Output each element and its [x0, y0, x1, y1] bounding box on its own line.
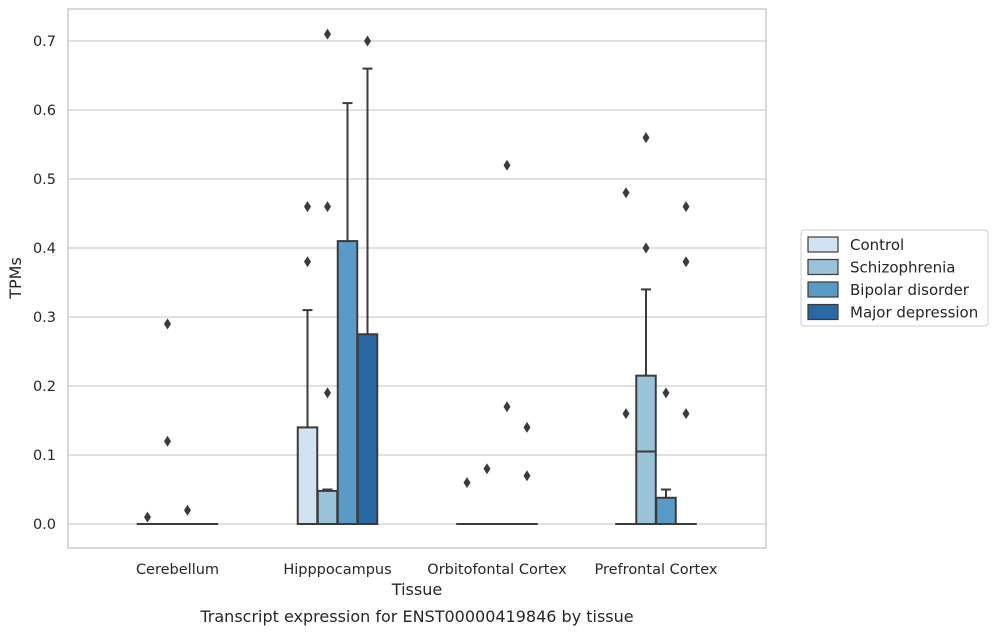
- y-axis-label: TPMs: [6, 257, 25, 300]
- outlier-point: [324, 28, 331, 40]
- gridlines: [68, 40, 766, 525]
- box-body: [635, 374, 657, 525]
- outlier-point: [304, 256, 311, 268]
- y-tick-label: 0.5: [33, 172, 56, 188]
- outlier-point: [523, 470, 531, 482]
- outliers: [144, 28, 690, 523]
- y-tick-label: 0.7: [33, 34, 56, 50]
- outlier-point: [503, 159, 511, 171]
- x-axis-ticks: Cerebellum Hipppocampus Orbitofontal Corte…: [136, 562, 718, 578]
- y-tick-label: 0.1: [33, 448, 56, 464]
- box-body: [336, 240, 359, 525]
- outlier-point: [144, 511, 151, 523]
- outlier-point: [503, 401, 511, 413]
- y-tick-label: 0.0: [33, 517, 56, 533]
- y-axis-ticks: 0.0 0.1 0.2 0.3 0.4 0.5 0.6 0.7: [33, 34, 56, 533]
- x-tick-label: Hipppocampus: [283, 562, 391, 578]
- plot-frame: [67, 8, 767, 549]
- x-tick-label: Prefrontal Cortex: [595, 562, 718, 578]
- outlier-point: [324, 387, 331, 399]
- legend-label: Control: [850, 236, 904, 254]
- legend-swatch: [807, 303, 839, 321]
- boxes: [136, 67, 697, 526]
- y-tick-label: 0.3: [33, 310, 56, 326]
- outlier-point: [324, 201, 331, 213]
- x-tick-label: Orbitofontal Cortex: [427, 562, 567, 578]
- chart-caption: Transcript expression for ENST0000041984…: [199, 607, 633, 626]
- y-tick-label: 0.2: [33, 379, 56, 395]
- outlier-point: [304, 201, 311, 213]
- outlier-point: [364, 35, 371, 47]
- legend-swatch: [807, 236, 839, 253]
- box-control: [296, 309, 319, 525]
- outlier-point: [642, 242, 650, 254]
- y-tick-label: 0.4: [33, 241, 56, 257]
- x-tick-label: Cerebellum: [136, 562, 219, 578]
- legend-swatch: [807, 258, 839, 276]
- outlier-point: [682, 256, 690, 268]
- box-schizophrenia: [316, 488, 339, 526]
- outlier-point: [483, 463, 491, 475]
- legend-label: Schizophrenia: [850, 259, 955, 277]
- outlier-point: [184, 504, 191, 516]
- box-body: [296, 426, 319, 525]
- legend-swatch: [807, 281, 839, 298]
- box-bipolar-disorder: [655, 488, 677, 525]
- legend-frame: [800, 229, 989, 327]
- outlier-point: [622, 187, 630, 199]
- outlier-point: [682, 201, 690, 213]
- outlier-point: [164, 318, 171, 330]
- legend-label: Bipolar disorder: [850, 281, 970, 299]
- outlier-point: [523, 421, 531, 433]
- outlier-point: [164, 435, 171, 447]
- box-major-depression: [356, 67, 379, 525]
- outlier-point: [463, 477, 471, 489]
- outlier-point: [682, 408, 690, 420]
- box-bipolar-disorder: [336, 102, 359, 525]
- outlier-point: [622, 408, 630, 420]
- legend-label: Major depression: [850, 304, 978, 322]
- box-body: [655, 496, 677, 525]
- x-axis-label: Tissue: [391, 580, 442, 599]
- outlier-point: [642, 132, 650, 144]
- box-body: [356, 333, 379, 525]
- legend: Control Schizophrenia Bipolar disorder Majo…: [800, 229, 989, 327]
- y-tick-label: 0.6: [33, 103, 56, 119]
- box-schizophrenia: [635, 288, 657, 525]
- outlier-point: [662, 387, 670, 399]
- box-body: [316, 489, 339, 526]
